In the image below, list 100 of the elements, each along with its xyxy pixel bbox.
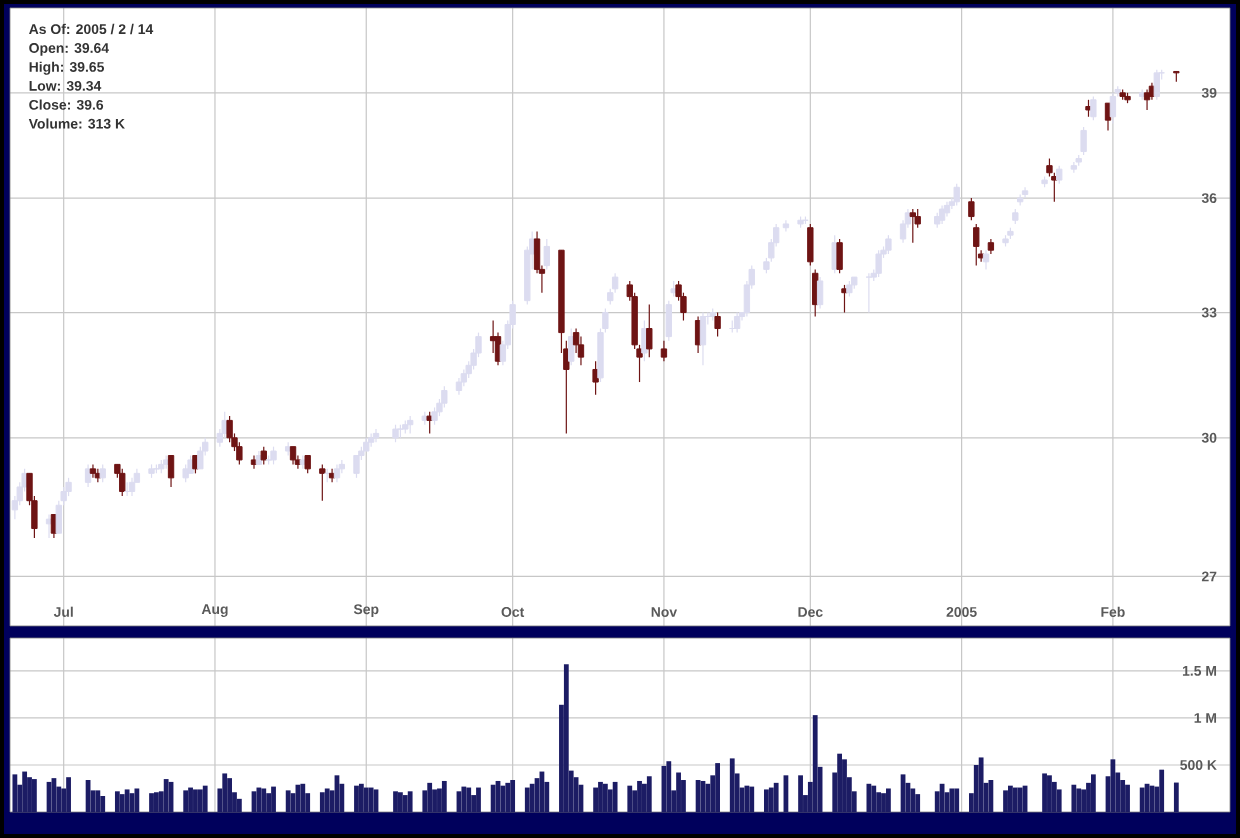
bar [1042, 773, 1047, 812]
bar [114, 791, 120, 812]
bar [12, 774, 18, 812]
bar [285, 790, 291, 812]
bar [886, 788, 891, 812]
candlestick [367, 432, 375, 448]
bar [744, 785, 750, 812]
bar [319, 792, 325, 812]
bar [134, 788, 140, 812]
bar [202, 785, 208, 812]
candlestick [665, 300, 672, 342]
bar [510, 780, 516, 812]
bar [339, 783, 345, 812]
bar [749, 786, 755, 812]
bar [402, 795, 408, 812]
bar [563, 664, 569, 812]
bar [427, 782, 433, 812]
bar [871, 785, 877, 812]
bar [1159, 769, 1165, 812]
bar [188, 787, 193, 812]
bar [197, 789, 203, 812]
candlestick [353, 454, 360, 479]
bar [354, 785, 359, 812]
candlestick [84, 463, 92, 488]
bar [910, 788, 916, 812]
bar [1056, 789, 1062, 812]
bar [681, 780, 686, 812]
bar [256, 787, 262, 812]
bar [124, 789, 130, 812]
bar [988, 780, 994, 812]
bar [363, 787, 369, 812]
bar [729, 758, 735, 812]
bar [1003, 790, 1008, 812]
candlestick [372, 428, 380, 443]
bar [183, 790, 189, 812]
candlestick [1090, 95, 1097, 121]
bar [368, 787, 374, 812]
bar [95, 790, 101, 812]
candlestick [714, 311, 721, 338]
bar [866, 783, 872, 812]
bar [432, 789, 437, 812]
bar [437, 788, 442, 812]
candlestick [592, 360, 599, 396]
bar [705, 783, 711, 812]
bar [1008, 785, 1013, 812]
candlestick [441, 385, 448, 409]
bar [490, 784, 496, 812]
candlestick [60, 486, 67, 506]
bar [222, 773, 228, 812]
bar [637, 780, 642, 812]
candlestick [1070, 161, 1078, 174]
candlestick [65, 477, 72, 497]
candlestick [875, 249, 882, 278]
candlestick [938, 204, 946, 225]
bar [500, 785, 506, 812]
candlestick [128, 477, 136, 497]
candlestick [577, 336, 585, 366]
bar [627, 785, 633, 812]
bar [149, 793, 154, 812]
bar [1086, 782, 1091, 812]
bar [798, 775, 803, 812]
bar [812, 715, 818, 812]
bar [22, 771, 28, 812]
bar [1051, 781, 1057, 812]
bar [261, 788, 267, 812]
candlestick [197, 446, 204, 470]
bar [1071, 784, 1077, 812]
bar [1076, 788, 1082, 812]
bar [524, 787, 530, 812]
bar [461, 786, 467, 812]
bar [1017, 787, 1023, 812]
bar [100, 796, 106, 812]
bar [934, 791, 940, 812]
bar [676, 772, 681, 812]
bar [715, 763, 721, 812]
candlestick [1021, 186, 1029, 199]
bar [32, 779, 37, 812]
bar [271, 786, 276, 812]
bar [398, 792, 403, 812]
bar [949, 788, 955, 812]
bar [768, 787, 774, 812]
candlestick [1109, 92, 1117, 125]
bar [476, 787, 481, 812]
bar [666, 761, 672, 812]
bar [1173, 782, 1179, 812]
bar [236, 798, 242, 812]
bar [154, 792, 159, 812]
candlestick [836, 238, 843, 274]
candlestick [885, 234, 892, 255]
bar [407, 791, 413, 812]
bar [973, 764, 979, 812]
bar [612, 781, 618, 812]
bar [837, 753, 843, 812]
bar [56, 786, 62, 812]
bar [66, 777, 71, 812]
candlestick [909, 208, 916, 244]
bar [324, 788, 330, 812]
bar [593, 787, 599, 812]
candlestick [55, 500, 62, 534]
candlestick [1080, 126, 1087, 156]
